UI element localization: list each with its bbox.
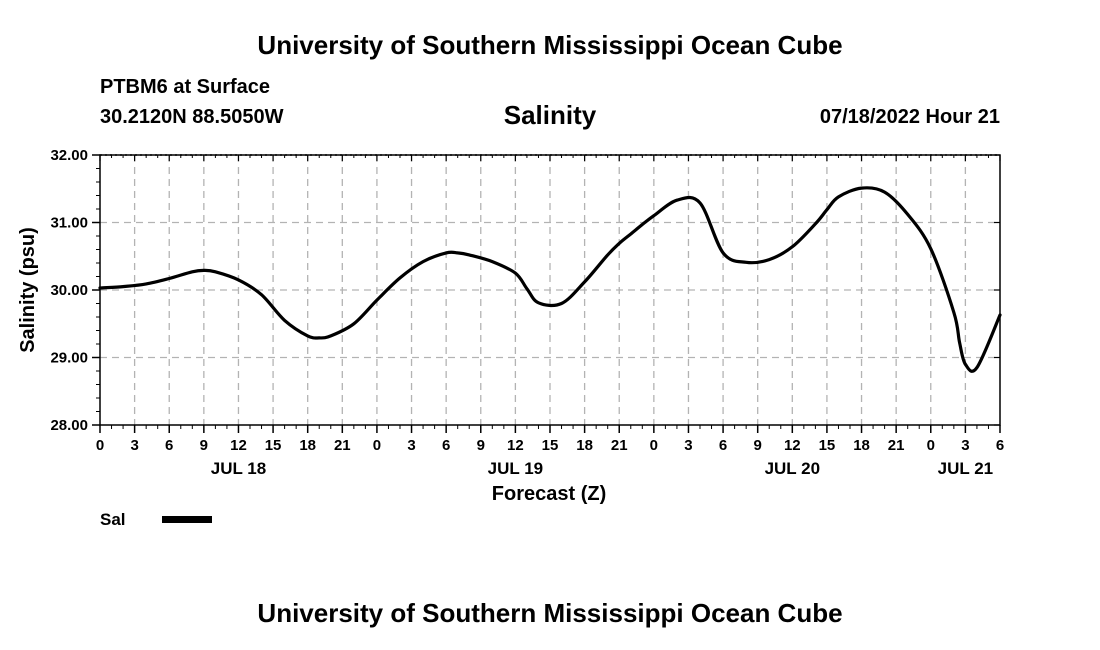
x-tick-label: 21 (611, 437, 628, 454)
x-tick-label: 15 (542, 437, 559, 454)
x-day-label: JUL 19 (488, 459, 543, 478)
grid (100, 154, 1000, 425)
y-tick-label: 32.00 (50, 147, 88, 164)
x-axis-label: Forecast (Z) (492, 483, 606, 505)
x-tick-label: 6 (719, 437, 727, 454)
x-tick-label: 6 (442, 437, 450, 454)
y-tick-label: 31.00 (50, 215, 88, 232)
x-tick-label: 18 (299, 437, 316, 454)
x-tick-label: 21 (334, 437, 351, 454)
x-tick-label: 6 (165, 437, 173, 454)
station-coordinates: 30.2120N 88.5050W (100, 106, 284, 128)
x-tick-label: 12 (784, 437, 801, 454)
x-tick-label: 3 (684, 437, 692, 454)
legend-label-sal: Sal (100, 510, 126, 529)
x-tick-label: 9 (754, 437, 762, 454)
series-line-sal (98, 186, 1002, 373)
x-tick-label: 12 (507, 437, 524, 454)
chart-title: Salinity (503, 100, 597, 130)
x-day-label: JUL 21 (938, 459, 993, 478)
forecast-datetime: 07/18/2022 Hour 21 (819, 106, 1000, 128)
x-day-label: JUL 18 (211, 459, 266, 478)
y-tick-label: 30.00 (50, 282, 88, 299)
legend-swatch-sal (162, 516, 212, 523)
x-tick-label: 18 (576, 437, 593, 454)
x-tick-label: 3 (130, 437, 138, 454)
footer-title: University of Southern Mississippi Ocean… (257, 598, 843, 628)
x-tick-label: 3 (407, 437, 415, 454)
x-tick-label: 21 (888, 437, 905, 454)
axis-ticks (92, 154, 1001, 433)
x-tick-label: 6 (996, 437, 1004, 454)
y-tick-label: 29.00 (50, 350, 88, 367)
x-day-label: JUL 20 (765, 459, 820, 478)
x-tick-label: 18 (853, 437, 870, 454)
y-tick-label: 28.00 (50, 417, 88, 434)
x-tick-label: 0 (650, 437, 658, 454)
x-tick-label: 0 (927, 437, 935, 454)
x-tick-label: 15 (265, 437, 282, 454)
x-tick-label: 9 (200, 437, 208, 454)
x-tick-label: 0 (373, 437, 381, 454)
x-tick-label: 9 (477, 437, 485, 454)
station-label: PTBM6 at Surface (100, 76, 271, 98)
x-tick-label: 15 (819, 437, 836, 454)
x-tick-label: 3 (961, 437, 969, 454)
page-title: University of Southern Mississippi Ocean… (257, 30, 843, 60)
y-axis-label: Salinity (psu) (17, 227, 39, 353)
x-tick-label: 12 (230, 437, 247, 454)
axis-labels: 0 3 6 9 12 15 18 21 0 3 6 9 12 15 18 21 0 3 6 9 12 15 18 21 0 3 6 2… (50, 147, 1004, 478)
x-tick-label: 0 (96, 437, 104, 454)
